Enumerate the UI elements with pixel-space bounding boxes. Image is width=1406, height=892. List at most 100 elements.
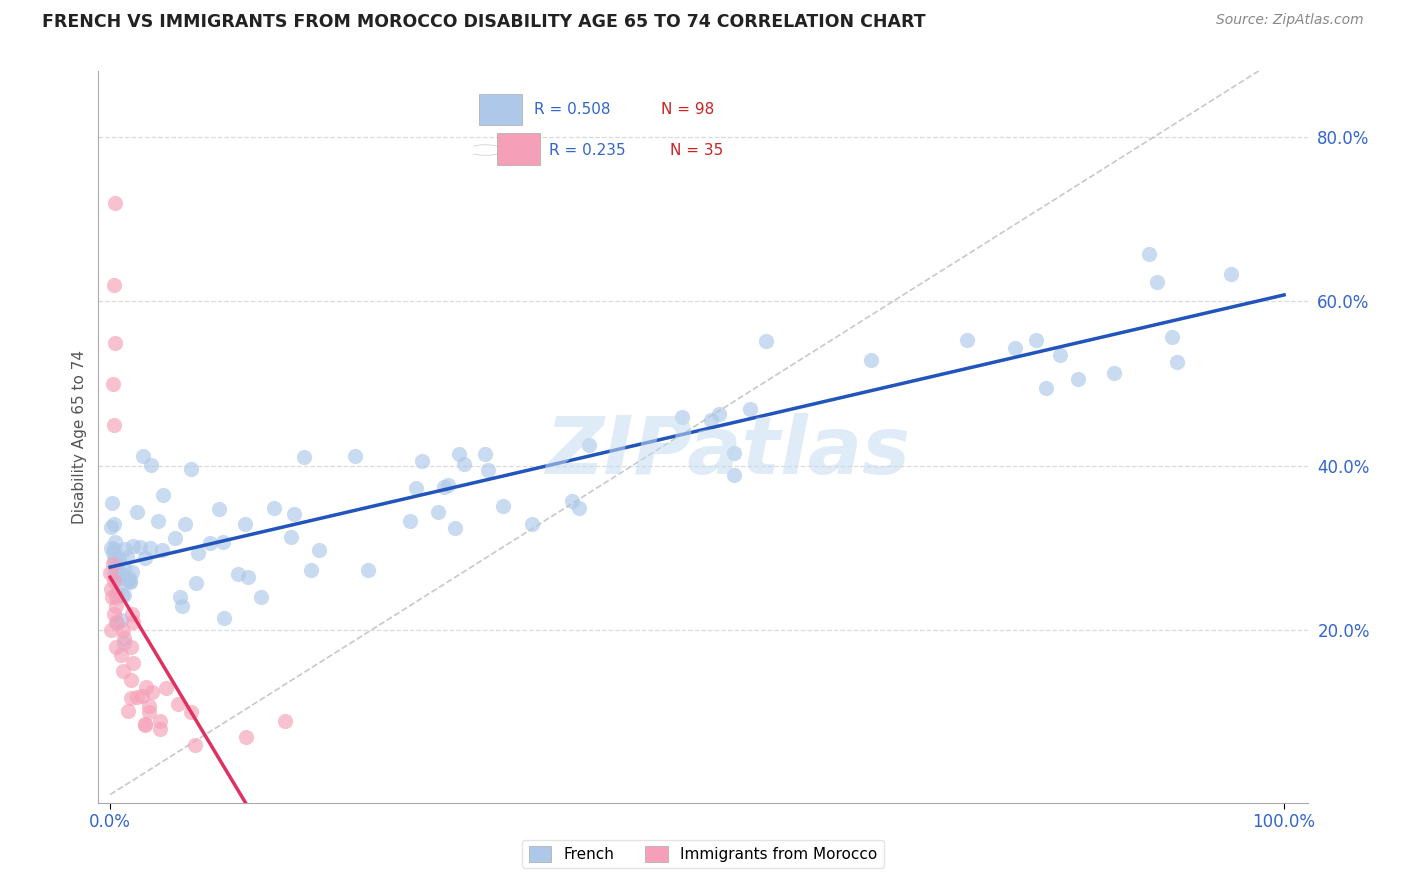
Point <box>134 717 156 731</box>
Point <box>166 697 188 711</box>
Point <box>155 681 177 695</box>
Point <box>172 599 194 613</box>
Point <box>111 624 134 638</box>
Point <box>426 505 449 519</box>
Point <box>108 552 131 566</box>
Point <box>1102 367 1125 381</box>
Point <box>184 739 207 753</box>
Point <box>238 570 260 584</box>
Point <box>117 704 139 718</box>
Point <box>308 542 330 557</box>
Point <box>120 690 142 705</box>
Point <box>131 689 153 703</box>
Point <box>398 514 420 528</box>
Point <box>859 353 882 368</box>
Point <box>283 507 305 521</box>
Point <box>474 446 496 460</box>
Point <box>103 516 125 531</box>
Point <box>110 571 132 585</box>
Point <box>114 542 136 557</box>
Point <box>1220 267 1243 281</box>
Point <box>103 541 125 556</box>
Point <box>135 681 157 695</box>
Point <box>141 684 163 698</box>
Point <box>100 624 122 638</box>
Point <box>274 714 297 728</box>
Point <box>101 376 124 391</box>
Point <box>198 536 221 550</box>
Y-axis label: Disability Age 65 to 74: Disability Age 65 to 74 <box>72 350 87 524</box>
Point <box>104 591 127 605</box>
Point <box>180 462 202 476</box>
Point <box>280 530 302 544</box>
Point <box>112 588 135 602</box>
Point <box>105 556 128 570</box>
Point <box>1146 275 1168 289</box>
Point <box>110 613 132 627</box>
Point <box>578 438 600 452</box>
Point <box>118 574 141 589</box>
Point <box>100 541 122 555</box>
Text: FRENCH VS IMMIGRANTS FROM MOROCCO DISABILITY AGE 65 TO 74 CORRELATION CHART: FRENCH VS IMMIGRANTS FROM MOROCCO DISABI… <box>42 13 925 31</box>
Point <box>134 551 156 566</box>
Point <box>111 568 134 582</box>
Point <box>128 541 150 555</box>
Point <box>671 409 693 424</box>
Point <box>723 445 745 459</box>
Point <box>1067 371 1090 385</box>
Point <box>122 615 145 629</box>
Point <box>343 449 366 463</box>
Point <box>522 517 544 532</box>
Point <box>105 616 128 631</box>
Point <box>263 501 285 516</box>
Legend: French, Immigrants from Morocco: French, Immigrants from Morocco <box>523 840 883 868</box>
Point <box>103 552 125 566</box>
Point <box>163 531 186 545</box>
Point <box>146 514 169 528</box>
Point <box>561 494 583 508</box>
Point <box>233 516 256 531</box>
Point <box>104 599 127 613</box>
Point <box>121 565 143 579</box>
Point <box>111 665 134 679</box>
Point <box>700 412 723 426</box>
Point <box>122 656 145 670</box>
Point <box>132 449 155 463</box>
Point <box>411 454 433 468</box>
Point <box>117 549 139 564</box>
Point <box>110 648 132 662</box>
Point <box>125 504 148 518</box>
Point <box>149 722 172 736</box>
Point <box>437 477 460 491</box>
Point <box>214 611 236 625</box>
Point <box>249 590 271 604</box>
Point <box>152 488 174 502</box>
Point <box>184 575 207 590</box>
Point <box>112 561 135 575</box>
Point <box>117 571 139 585</box>
Point <box>405 482 427 496</box>
Point <box>105 584 128 599</box>
Point <box>138 699 160 714</box>
Point <box>707 407 730 421</box>
Point <box>100 496 122 510</box>
Point <box>104 570 127 584</box>
Point <box>1049 348 1071 362</box>
Point <box>738 402 761 417</box>
Point <box>211 535 233 549</box>
Point <box>112 636 135 650</box>
Point <box>755 334 778 348</box>
Point <box>453 457 475 471</box>
Point <box>120 640 142 654</box>
Point <box>150 543 173 558</box>
Point <box>477 463 499 477</box>
Point <box>169 590 191 604</box>
Point <box>357 564 380 578</box>
Point <box>115 574 138 589</box>
Point <box>104 535 127 549</box>
Point <box>138 706 160 720</box>
Point <box>127 690 149 704</box>
Point <box>568 501 591 516</box>
Point <box>1025 333 1047 347</box>
Point <box>174 516 197 531</box>
